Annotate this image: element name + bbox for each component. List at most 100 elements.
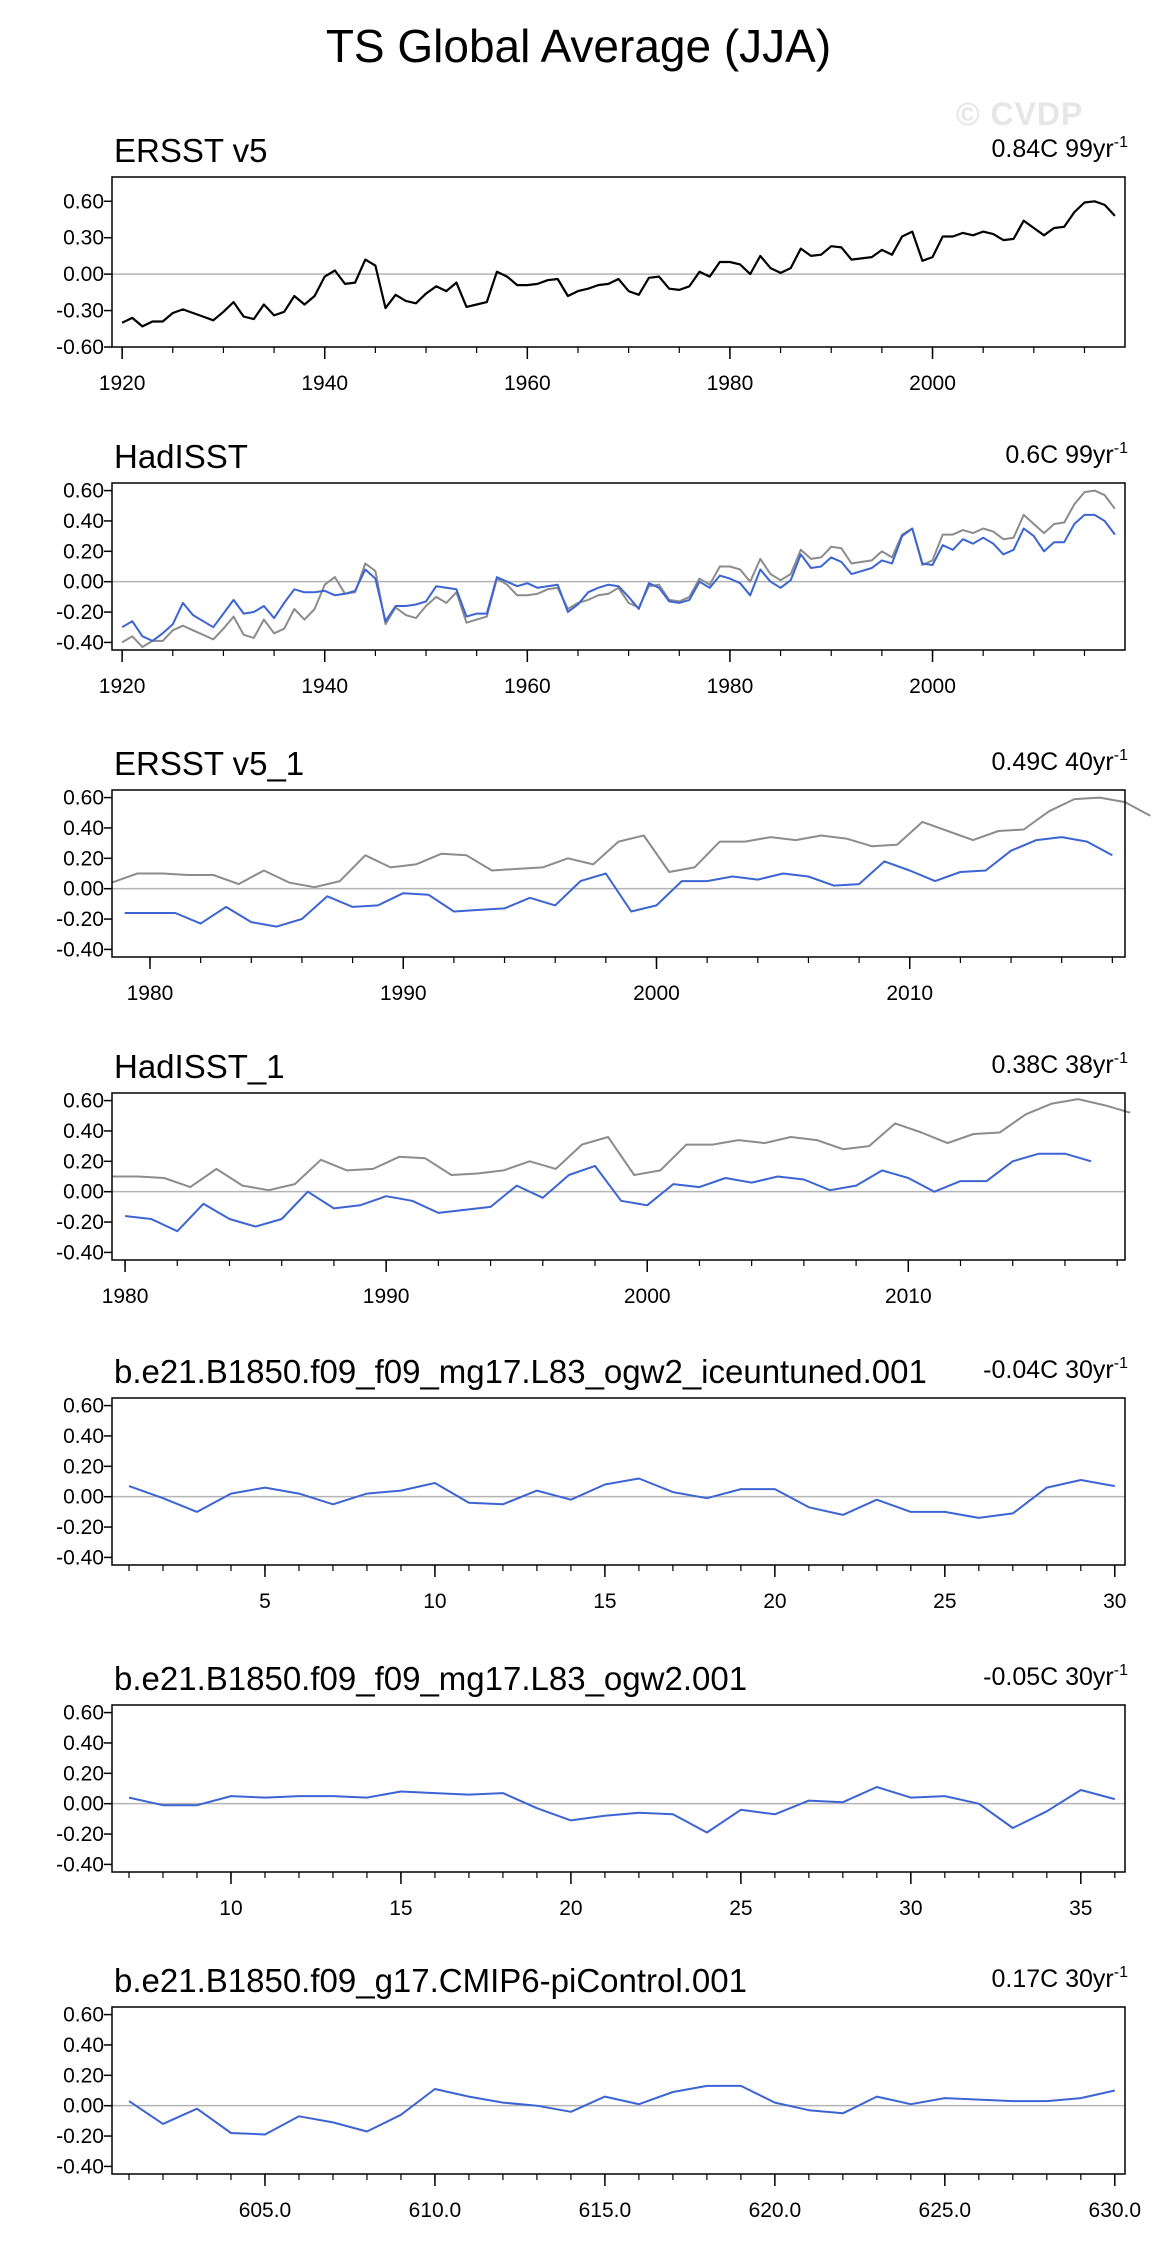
plot-frame [111,482,1126,651]
series-line-reference [112,1098,1131,1192]
trend-exponent: -1 [1114,1964,1128,1981]
y-tick-label: 0.00 [63,1793,104,1816]
trend-exponent: -1 [1114,747,1128,764]
trend-exponent: -1 [1114,1662,1128,1679]
y-tick-label: 0.60 [63,1702,104,1725]
x-tick-label: 625.0 [919,2199,972,2222]
trend-value: 0.38C 38yr [991,1051,1113,1079]
x-tick-label: 20 [559,1897,582,1920]
x-tick-label: 1980 [127,982,174,1005]
x-tick-label: 1940 [301,372,348,395]
x-tick-label: 30 [899,1897,922,1920]
series-line-reference [111,796,1151,889]
y-tick-label: 0.20 [63,2064,104,2087]
x-tick-label: 10 [423,1590,446,1613]
y-tick-label: 0.40 [63,1120,104,1143]
y-tick-label: 0.40 [63,510,104,533]
x-tick-label: 1990 [363,1285,410,1308]
trend-exponent: -1 [1114,1355,1128,1372]
plot-frame [111,1704,1126,1873]
y-tick-label: -0.40 [56,1546,104,1569]
x-tick-label: 1980 [707,675,754,698]
series-line-observed [121,200,1116,328]
y-tick-label: 0.00 [63,571,104,594]
y-tick-label: 0.60 [63,1090,104,1113]
y-tick-label: 0.40 [63,817,104,840]
y-tick-label: 0.30 [63,227,104,250]
x-tick-label: 2010 [886,982,933,1005]
x-tick-label: 2010 [885,1285,932,1308]
trend-exponent: -1 [1114,440,1128,457]
x-tick-label: 25 [729,1897,752,1920]
x-tick-label: 25 [933,1590,956,1613]
y-tick-label: -0.20 [56,601,104,624]
trend-exponent: -1 [1114,1050,1128,1067]
y-tick-label: 0.20 [63,1455,104,1478]
y-tick-label: 0.20 [63,1762,104,1785]
panel-title: ERSST v5 [114,132,267,169]
y-tick-label: 0.20 [63,540,104,563]
plot-frame [111,1397,1126,1566]
chart-panel-5: b.e21.B1850.f09_f09_mg17.L83_ogw2_iceunt… [56,1353,1128,1613]
series-line-model [124,1152,1092,1233]
y-tick-label: 0.00 [63,263,104,286]
trend-value: 0.49C 40yr [991,748,1113,776]
y-tick-label: 0.60 [63,480,104,503]
series-line-reference [121,489,1116,648]
page-title: TS Global Average (JJA) [325,20,832,72]
series-line-model [124,836,1113,928]
plot-frame [111,1092,1126,1261]
x-tick-label: 1990 [380,982,427,1005]
x-tick-label: 610.0 [409,2199,462,2222]
trend-label: 0.17C 30yr-1 [991,1964,1128,1993]
y-tick-label: -0.20 [56,1516,104,1539]
panel-title: b.e21.B1850.f09_g17.CMIP6-piControl.001 [114,1962,747,1999]
y-tick-label: 0.40 [63,1425,104,1448]
y-tick-label: 0.00 [63,1181,104,1204]
series-line-model [128,1477,1115,1519]
trend-exponent: -1 [1114,134,1128,151]
x-tick-label: 30 [1103,1590,1126,1613]
y-tick-label: 0.20 [63,847,104,870]
trend-value: -0.05C 30yr [983,1663,1114,1691]
panel-title: b.e21.B1850.f09_f09_mg17.L83_ogw2.001 [114,1660,747,1697]
x-tick-label: 5 [259,1590,271,1613]
plot-frame [111,789,1126,958]
x-tick-label: 630.0 [1089,2199,1142,2222]
plot-frame [111,176,1126,348]
y-tick-label: -0.40 [56,1853,104,1876]
panel-title: HadISST_1 [114,1048,285,1085]
chart-panel-2: HadISST 0.6C 99yr-1 -0.40 -0.20 0.00 0.20 0.40… [56,438,1128,698]
x-tick-label: 2000 [909,372,956,395]
trend-value: 0.84C 99yr [991,135,1113,163]
cvdp-watermark: © CVDP [956,96,1084,132]
series-line-model [128,2084,1116,2136]
x-tick-label: 620.0 [749,2199,802,2222]
panel-title: b.e21.B1850.f09_f09_mg17.L83_ogw2_iceunt… [114,1353,927,1390]
x-tick-label: 1920 [99,675,146,698]
y-tick-label: -0.20 [56,908,104,931]
trend-value: 0.6C 99yr [1005,441,1113,469]
y-tick-label: 0.00 [63,1486,104,1509]
trend-label: -0.05C 30yr-1 [983,1662,1128,1691]
y-tick-label: -0.20 [56,2125,104,2148]
chart-panel-4: HadISST_1 0.38C 38yr-1 -0.40 -0.20 0.00 0.20 0… [56,1048,1131,1308]
y-tick-label: -0.30 [56,300,104,323]
y-tick-label: -0.40 [56,1241,104,1264]
chart-panel-1: ERSST v5 0.84C 99yr-1 -0.60 -0.30 0.00 0.30 0.… [56,132,1128,395]
trend-label: 0.6C 99yr-1 [1005,440,1128,469]
trend-label: 0.49C 40yr-1 [991,747,1128,776]
y-tick-label: 0.60 [63,787,104,810]
y-tick-label: -0.60 [56,336,104,359]
trend-label: -0.04C 30yr-1 [983,1355,1128,1384]
trend-label: 0.38C 38yr-1 [991,1050,1128,1079]
x-tick-label: 1960 [504,372,551,395]
plot-frame [111,2006,1126,2175]
y-tick-label: 0.40 [63,2034,104,2057]
series-line-model [128,1786,1116,1834]
trend-label: 0.84C 99yr-1 [991,134,1128,163]
x-tick-label: 615.0 [579,2199,632,2222]
y-tick-label: 0.40 [63,1732,104,1755]
y-tick-label: 0.60 [63,2004,104,2027]
